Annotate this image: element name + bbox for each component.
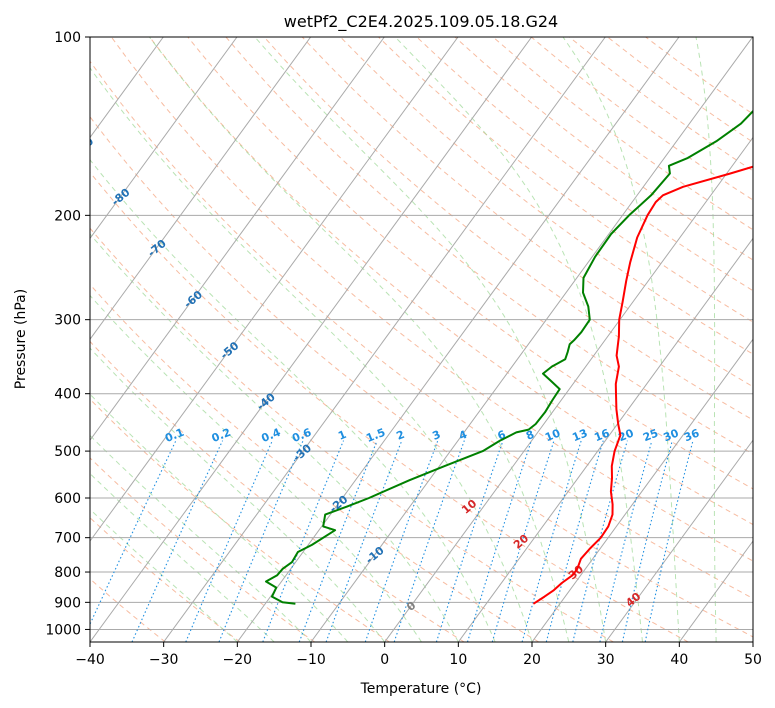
profile-layer [265, 109, 753, 605]
moist-adiabat [695, 37, 717, 642]
moist-adiabat [90, 508, 238, 642]
mixing-ratio-label: 20 [617, 426, 636, 444]
mixing-ratio-label: 16 [592, 426, 611, 444]
moist-adiabat [562, 37, 680, 642]
mixing-ratio-line [491, 440, 555, 642]
moist-adiabat [90, 434, 312, 642]
mixing-ratio-line [218, 440, 304, 642]
x-tick-label: −30 [149, 652, 179, 668]
mixing-ratio-line [131, 440, 224, 642]
x-tick-label: −40 [75, 652, 105, 668]
moist-adiabat [394, 37, 643, 642]
mixing-ratio-line [545, 440, 604, 642]
y-tick-label: 800 [54, 565, 81, 581]
moist-adiabat [90, 393, 349, 642]
dry-adiabat [90, 227, 614, 642]
moist-adiabat [90, 347, 386, 642]
dry-adiabat [187, 37, 753, 490]
temperature-profile-line [532, 165, 753, 605]
moist-adiabat [149, 37, 570, 642]
y-tick-label: 400 [54, 387, 81, 403]
mixing-ratio-label: 1 [336, 428, 348, 443]
dry-adiabat [90, 578, 166, 642]
dewpoint-profile-line [265, 109, 753, 605]
dry-adiabat [90, 60, 753, 600]
mixing-ratio-label: 36 [682, 426, 701, 444]
y-tick-label: 600 [54, 491, 81, 507]
y-tick-label: 200 [54, 208, 81, 224]
mixing-ratio-label: 13 [570, 426, 589, 444]
mixing-ratio-label: 30 [661, 426, 680, 444]
x-tick-label: 40 [670, 652, 688, 668]
x-tick-label: −20 [223, 652, 253, 668]
x-tick-label: 10 [449, 652, 467, 668]
chart-title: wetPf2_C2E4.2025.109.05.18.G24 [284, 12, 558, 32]
background-grid [90, 37, 753, 642]
dry-adiabat [149, 37, 753, 526]
y-tick-label: 700 [54, 531, 81, 547]
dry-adiabat [378, 37, 753, 323]
x-tick-label: 50 [744, 652, 762, 668]
axes: −40 −30 −20 −10 0 10 20 30 40 50 100 200 300 400 500 60… [45, 30, 762, 668]
mixing-ratio-line [185, 440, 273, 642]
isotherm-gridline [163, 37, 606, 642]
x-tick-label: −10 [296, 652, 326, 668]
mixing-ratio-line [621, 440, 673, 642]
isotherm-gridline [90, 37, 238, 240]
dry-adiabat [301, 37, 753, 388]
dry-adiabat [90, 171, 689, 642]
mixing-ratio-line [572, 440, 628, 642]
x-axis-label: Temperature (°C) [360, 681, 482, 697]
y-tick-label: 300 [54, 313, 81, 329]
y-tick-label: 1000 [45, 622, 81, 638]
plot-frame [89, 36, 754, 643]
mixing-ratio-line [466, 440, 532, 642]
moist-adiabat [90, 158, 496, 642]
y-axis-label: Pressure (hPa) [13, 289, 29, 389]
mixing-ratio-label: 3 [431, 428, 443, 443]
isotherm-gridline [90, 37, 533, 642]
isotherm-label: -90 [73, 134, 97, 157]
x-tick-label: 30 [597, 652, 615, 668]
x-tick-label: 20 [523, 652, 541, 668]
mixing-ratio-line [644, 440, 694, 642]
mixing-ratio-label: 10 [543, 426, 562, 444]
mixing-ratio-line [364, 440, 439, 642]
isotherm-gridline [90, 37, 385, 442]
isotherm-gridline [605, 439, 753, 642]
dry-adiabat [90, 398, 390, 642]
y-tick-label: 500 [54, 444, 81, 460]
isotherm-gridline [457, 237, 753, 642]
isotherm-gridline [90, 37, 459, 542]
mixing-ratio-line [599, 440, 653, 642]
mixing-ratio-label: 8 [524, 428, 536, 443]
isotherm-gridline [310, 37, 753, 642]
y-tick-label: 900 [54, 595, 81, 611]
mixing-ratio-line [325, 440, 403, 642]
mixing-ratio-line [521, 440, 582, 642]
mixing-ratio-label: 2 [394, 428, 406, 443]
y-tick-label: 100 [54, 30, 81, 46]
isotherm-gridline [90, 37, 312, 341]
x-tick-label: 0 [380, 652, 389, 668]
dry-adiabat [263, 37, 753, 421]
mixing-ratio-label: 25 [641, 426, 660, 444]
isotherm-gridline [236, 37, 680, 642]
moist-adiabat [90, 233, 459, 642]
